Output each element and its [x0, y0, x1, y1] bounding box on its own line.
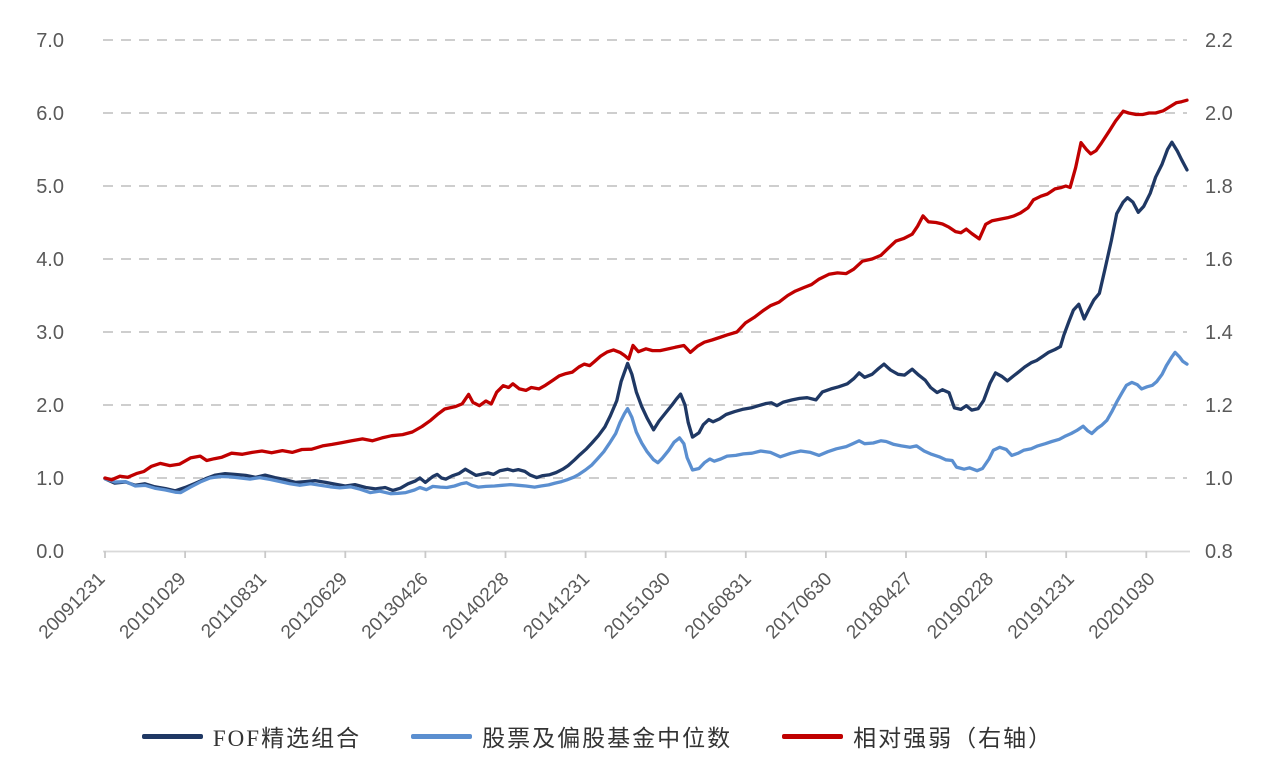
legend-label-fund-median: 股票及偏股基金中位数	[482, 726, 733, 751]
x-axis-label: 20180427	[843, 569, 918, 644]
y-axis-right-labels: 0.8 1.0 1.2 1.4 1.6 1.8 2.0 2.2	[1205, 30, 1233, 563]
x-axis-label: 20190228	[923, 569, 998, 644]
y-axis-left-label: 6.0	[36, 103, 64, 125]
series-line-2	[103, 98, 1189, 482]
x-axis-label: 20141231	[520, 569, 595, 644]
y-axis-right-label: 1.8	[1205, 176, 1233, 198]
legend-line-fund-median-icon	[411, 733, 473, 739]
legend-item-relative-strength: 相对强弱（右轴）	[782, 719, 1053, 753]
legend-item-fof: FOF精选组合	[141, 719, 362, 753]
y-axis-left-label: 3.0	[36, 322, 64, 344]
y-axis-right-label: 1.4	[1205, 322, 1233, 344]
y-axis-right-label: 1.6	[1205, 249, 1233, 271]
x-axis-label: 20120629	[277, 569, 352, 644]
x-axis-label: 20110831	[197, 569, 271, 643]
y-axis-right-label: 2.2	[1205, 30, 1233, 52]
y-axis-left-label: 1.0	[36, 468, 64, 490]
x-axis-label: 20201030	[1085, 569, 1160, 644]
x-axis-label: 20101029	[116, 569, 191, 644]
y-axis-left-label: 2.0	[36, 395, 64, 417]
y-axis-right-label: 0.8	[1205, 541, 1233, 563]
legend-line-relative-strength-icon	[782, 733, 844, 739]
series-lines	[103, 98, 1189, 496]
legend-item-fund-median: 股票及偏股基金中位数	[411, 719, 732, 753]
legend-line-fof-icon	[141, 733, 203, 739]
y-axis-right-label: 2.0	[1205, 103, 1233, 125]
legend-label-fof: FOF精选组合	[212, 726, 362, 751]
x-axis-label: 20151030	[600, 569, 675, 644]
gridlines	[103, 39, 1187, 479]
x-axis-label: 20170630	[762, 569, 837, 644]
y-axis-left-label: 5.0	[36, 176, 64, 198]
y-axis-left-labels: 0.0 1.0 2.0 3.0 4.0 5.0 6.0 7.0	[36, 30, 64, 563]
series-line-0	[103, 140, 1189, 493]
x-axis-label: 20191231	[1004, 569, 1079, 644]
x-axis-ticks	[104, 551, 1148, 558]
y-axis-left-label: 4.0	[36, 249, 64, 271]
y-axis-left-label: 7.0	[36, 30, 64, 52]
x-axis-label: 20160831	[681, 569, 756, 644]
y-axis-right-label: 1.2	[1205, 395, 1233, 417]
x-axis-label: 20130426	[358, 569, 433, 644]
legend-label-relative-strength: 相对强弱（右轴）	[853, 726, 1054, 751]
y-axis-right-label: 1.0	[1205, 468, 1233, 490]
y-axis-left-label: 0.0	[36, 541, 64, 563]
x-axis-label: 20091231	[35, 569, 110, 644]
x-axis-label: 20140228	[439, 569, 514, 644]
legend: FOF精选组合 股票及偏股基金中位数 相对强弱（右轴）	[0, 710, 1195, 762]
series-line-1	[103, 350, 1189, 496]
x-axis-labels: 20091231 20101029 20110831 20120629 20130426…	[35, 569, 1160, 644]
